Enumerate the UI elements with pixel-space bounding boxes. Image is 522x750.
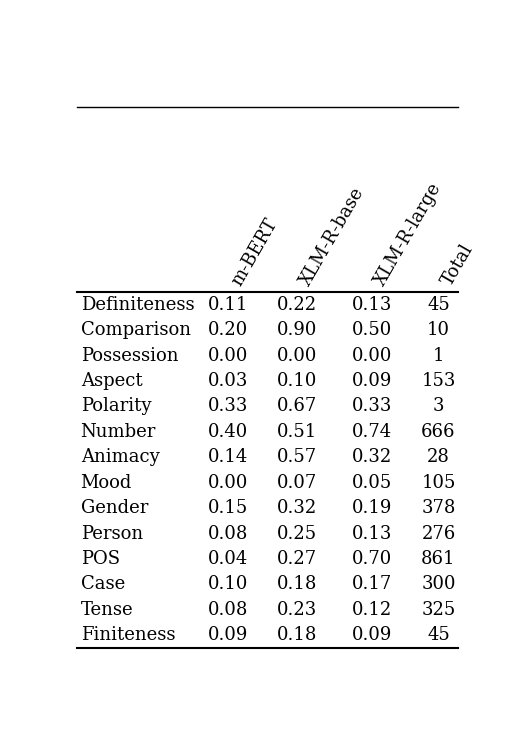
Text: 0.40: 0.40 [208,423,248,441]
Text: XLM-R-large: XLM-R-large [372,180,445,290]
Text: 0.09: 0.09 [351,626,392,644]
Text: Person: Person [80,524,143,542]
Text: 0.74: 0.74 [352,423,392,441]
Text: Comparison: Comparison [80,321,191,339]
Text: XLM-R-base: XLM-R-base [297,184,368,290]
Text: 0.23: 0.23 [277,601,317,619]
Text: Total: Total [438,242,477,290]
Text: 0.32: 0.32 [277,499,317,517]
Text: 0.14: 0.14 [208,448,248,466]
Text: 45: 45 [427,296,450,314]
Text: 0.67: 0.67 [277,398,317,416]
Text: 0.70: 0.70 [352,550,392,568]
Text: 0.57: 0.57 [277,448,317,466]
Text: Animacy: Animacy [80,448,159,466]
Text: 0.12: 0.12 [352,601,392,619]
Text: 0.04: 0.04 [208,550,248,568]
Text: Polarity: Polarity [80,398,151,416]
Text: Possession: Possession [80,346,178,364]
Text: 0.25: 0.25 [277,524,317,542]
Text: 45: 45 [427,626,450,644]
Text: 300: 300 [421,575,456,593]
Text: Finiteness: Finiteness [80,626,175,644]
Text: 0.10: 0.10 [208,575,248,593]
Text: m-BERT: m-BERT [228,216,281,290]
Text: 0.09: 0.09 [351,372,392,390]
Text: 3: 3 [433,398,444,416]
Text: 325: 325 [421,601,456,619]
Text: Tense: Tense [80,601,133,619]
Text: Definiteness: Definiteness [80,296,194,314]
Text: 0.08: 0.08 [208,601,248,619]
Text: 153: 153 [421,372,456,390]
Text: 666: 666 [421,423,456,441]
Text: 0.11: 0.11 [208,296,248,314]
Text: 0.05: 0.05 [352,474,392,492]
Text: 0.15: 0.15 [208,499,248,517]
Text: 0.33: 0.33 [208,398,248,416]
Text: 0.13: 0.13 [351,296,392,314]
Text: 861: 861 [421,550,456,568]
Text: 0.32: 0.32 [352,448,392,466]
Text: 10: 10 [427,321,450,339]
Text: 1: 1 [433,346,444,364]
Text: 0.90: 0.90 [277,321,317,339]
Text: 0.00: 0.00 [208,346,248,364]
Text: POS: POS [80,550,120,568]
Text: 0.00: 0.00 [277,346,317,364]
Text: 0.13: 0.13 [351,524,392,542]
Text: 0.07: 0.07 [277,474,317,492]
Text: 0.51: 0.51 [277,423,317,441]
Text: 0.00: 0.00 [208,474,248,492]
Text: 105: 105 [421,474,456,492]
Text: Mood: Mood [80,474,132,492]
Text: 0.09: 0.09 [208,626,248,644]
Text: 0.19: 0.19 [351,499,392,517]
Text: Number: Number [80,423,156,441]
Text: 0.08: 0.08 [208,524,248,542]
Text: 0.00: 0.00 [351,346,392,364]
Text: 0.18: 0.18 [277,626,317,644]
Text: Aspect: Aspect [80,372,143,390]
Text: 0.20: 0.20 [208,321,248,339]
Text: 378: 378 [421,499,456,517]
Text: Case: Case [80,575,125,593]
Text: 0.33: 0.33 [351,398,392,416]
Text: 0.50: 0.50 [352,321,392,339]
Text: 276: 276 [421,524,456,542]
Text: 0.18: 0.18 [277,575,317,593]
Text: 0.03: 0.03 [208,372,248,390]
Text: 0.17: 0.17 [352,575,392,593]
Text: 0.10: 0.10 [277,372,317,390]
Text: 0.22: 0.22 [277,296,317,314]
Text: 28: 28 [427,448,450,466]
Text: Gender: Gender [80,499,148,517]
Text: 0.27: 0.27 [277,550,317,568]
